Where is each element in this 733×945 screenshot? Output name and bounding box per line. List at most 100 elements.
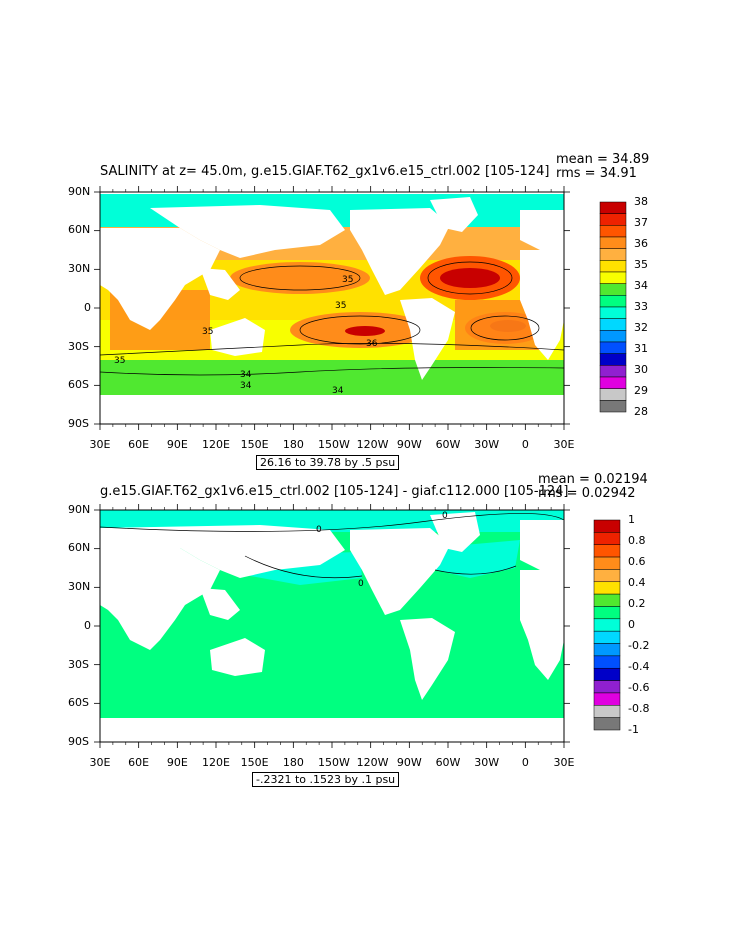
colorbar-label: 37	[634, 216, 648, 229]
panel2-lat-label: 90N	[68, 503, 91, 516]
colorbar-label: 0.4	[628, 576, 646, 589]
colorbar-label: 29	[634, 384, 648, 397]
contour-label: 34	[240, 381, 252, 391]
lon-label: 30W	[474, 438, 500, 451]
colorbar-swatch	[593, 593, 621, 607]
colorbar-swatch	[599, 248, 627, 261]
colorbar-swatch	[593, 581, 621, 595]
australia-land	[210, 638, 265, 676]
contour-label: 36	[366, 339, 378, 349]
colorbar-label: 30	[634, 363, 648, 376]
colorbar-swatch	[593, 667, 621, 681]
panel2-lat-label: 30S	[68, 658, 89, 671]
colorbar-label: 34	[634, 279, 648, 292]
south-america-land	[400, 298, 455, 380]
colorbar-swatch	[593, 544, 621, 558]
colorbar-swatch	[593, 655, 621, 669]
colorbar-label: -0.8	[628, 702, 650, 715]
colorbar-swatch	[599, 388, 627, 401]
colorbar-label: 36	[634, 237, 648, 250]
eurasia-land	[100, 525, 345, 578]
north-pacific-negative	[245, 552, 362, 585]
colorbar-swatch	[599, 213, 627, 226]
colorbar-swatch	[599, 330, 627, 343]
colorbar-label: -1	[628, 723, 639, 736]
south-atlantic-high	[465, 312, 545, 344]
panel2-difference-field	[100, 510, 564, 720]
panel1-contours	[99, 261, 565, 376]
lon-label: 0	[521, 438, 529, 451]
panel2-title: g.e15.GIAF.T62_gx1v6.e15_ctrl.002 [105-1…	[100, 484, 569, 499]
colorbar-swatch	[599, 271, 627, 284]
lon-label: 90E	[166, 756, 188, 769]
lon-label: 60E	[128, 756, 150, 769]
panel1-contour-labels: 35 35 35 35 36 34 34 34	[114, 275, 378, 396]
colorbar-swatch	[593, 569, 621, 583]
colorbar-swatch	[593, 606, 621, 620]
panel1-lat-label: 30S	[68, 340, 89, 353]
lon-label: 30E	[553, 438, 575, 451]
lon-label: 90W	[396, 438, 422, 451]
lon-label: 60E	[128, 438, 150, 451]
lon-label: 120W	[356, 756, 389, 769]
colorbar-label: 0.2	[628, 597, 646, 610]
panel1-title: SALINITY at z= 45.0m, g.e15.GIAF.T62_gx1…	[100, 164, 550, 179]
contour-sp	[299, 315, 421, 345]
colorbar-label: 33	[634, 300, 648, 313]
lon-label: 150E	[240, 438, 269, 451]
contour-label: 35	[342, 275, 353, 285]
colorbar-swatch	[599, 306, 627, 319]
contour-label: 0	[316, 525, 322, 535]
lon-label: 60W	[435, 438, 461, 451]
contour-label: 35	[335, 301, 346, 311]
colorbar-swatch	[599, 376, 627, 389]
panel1-lat-label: 60N	[68, 223, 91, 236]
lon-label: 120E	[202, 438, 230, 451]
lon-label: 180	[282, 756, 304, 769]
greenland-land	[430, 197, 478, 232]
panel2-contour-labels: 0 0 0	[316, 511, 448, 589]
lon-label: 180	[282, 438, 304, 451]
north-atlantic-max	[440, 268, 500, 288]
contour-zero-atlantic	[434, 565, 517, 575]
panel2-rms: rms = 0.02942	[538, 486, 636, 501]
contour-label: 35	[202, 327, 213, 337]
panel2-ticks	[94, 504, 570, 748]
lon-label: 0	[521, 756, 529, 769]
panel1-land	[100, 186, 564, 425]
colorbar-swatch	[599, 353, 627, 366]
lon-label: 120E	[202, 756, 230, 769]
colorbar-swatch	[593, 643, 621, 657]
colorbar-label: 32	[634, 321, 648, 334]
colorbar-label: 31	[634, 342, 648, 355]
se-asia-land	[200, 588, 240, 620]
colorbar-swatch	[593, 556, 621, 570]
lon-label: 30W	[474, 756, 500, 769]
colorbar-swatch	[599, 295, 627, 308]
colorbar-label: -0.2	[628, 639, 650, 652]
se-asia-land	[200, 268, 240, 300]
lon-label: 150E	[240, 756, 269, 769]
colorbar-swatch	[599, 225, 627, 238]
arctic-negative	[100, 510, 564, 532]
europe-land	[520, 520, 564, 570]
contour-label: 0	[442, 511, 448, 521]
colorbar-swatch	[593, 680, 621, 694]
colorbar-swatch	[593, 532, 621, 545]
south-america-land	[400, 618, 455, 700]
lon-label: 120W	[356, 438, 389, 451]
panel1-lat-label: 30N	[68, 262, 91, 275]
greenland-land	[430, 512, 480, 552]
south-ocean-yellow	[100, 310, 564, 360]
panel2-contours	[99, 513, 565, 579]
colorbar-swatch	[599, 283, 627, 296]
lon-label: 90W	[396, 756, 422, 769]
arctic-band	[100, 192, 564, 227]
antarctica-land	[100, 718, 564, 744]
panel2-lat-label: 90S	[68, 735, 89, 748]
panel1-lat-label: 0	[84, 301, 91, 314]
panel2-lat-label: 0	[84, 619, 91, 632]
panel1-salinity-field	[100, 192, 564, 395]
panel1-lat-label: 90N	[68, 185, 91, 198]
contour-na	[427, 261, 513, 295]
